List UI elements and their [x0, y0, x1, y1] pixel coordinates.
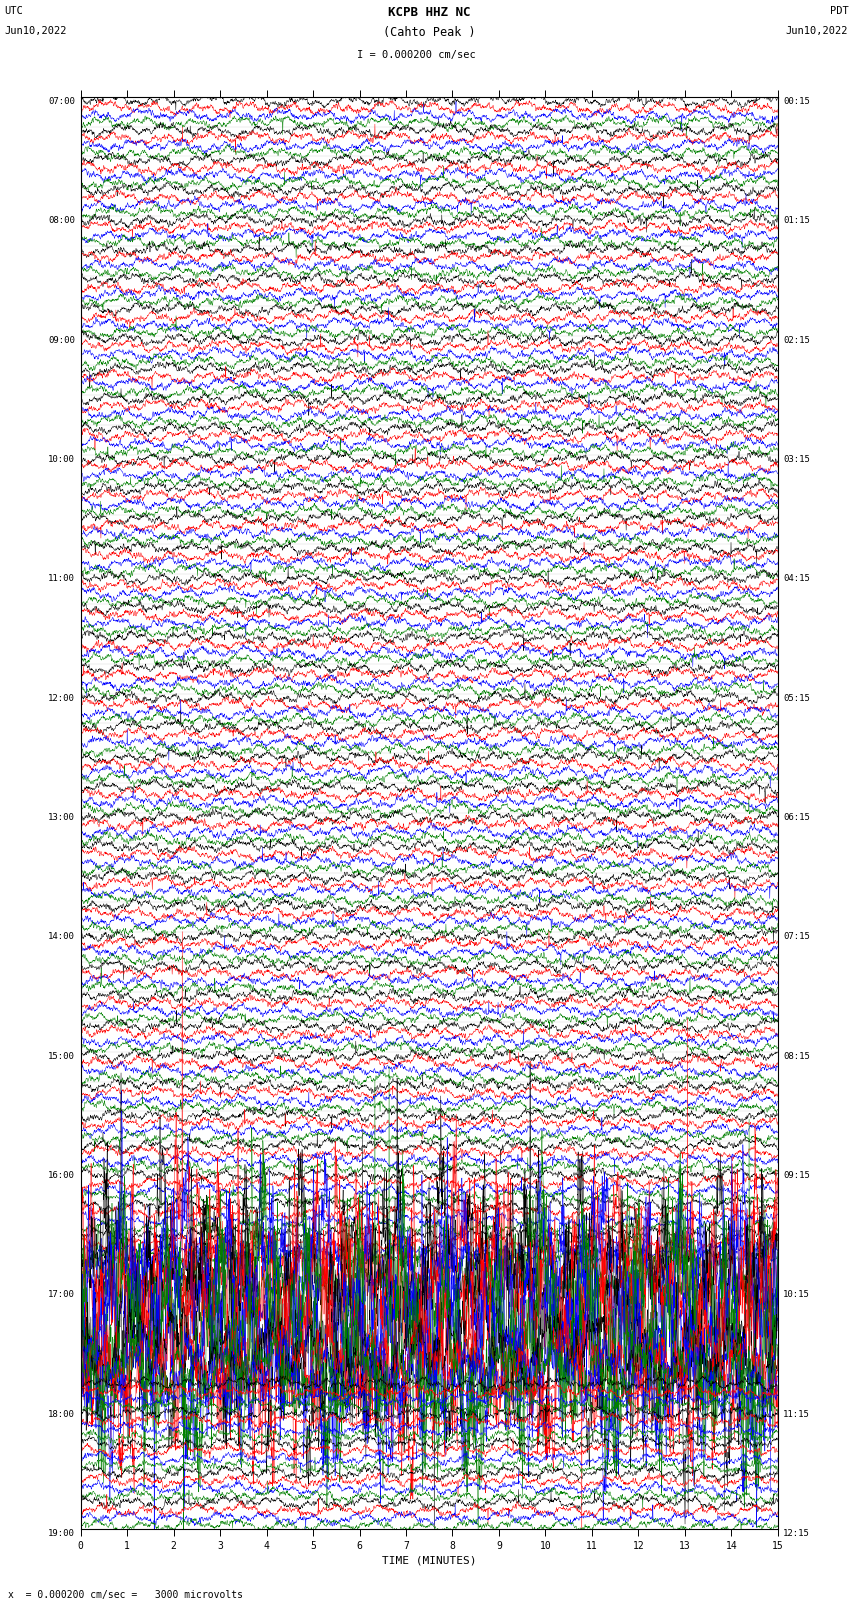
Text: 16:00: 16:00	[48, 1171, 75, 1181]
Text: PDT: PDT	[830, 6, 848, 16]
Text: 04:15: 04:15	[784, 574, 810, 584]
Text: x  = 0.000200 cm/sec =   3000 microvolts: x = 0.000200 cm/sec = 3000 microvolts	[8, 1590, 243, 1600]
Text: 12:15: 12:15	[784, 1529, 810, 1539]
Text: 09:00: 09:00	[48, 336, 75, 345]
Text: 03:15: 03:15	[784, 455, 810, 465]
Text: UTC: UTC	[4, 6, 23, 16]
Text: 19:00: 19:00	[48, 1529, 75, 1539]
Text: 07:15: 07:15	[784, 932, 810, 942]
Text: 08:00: 08:00	[48, 216, 75, 226]
Text: 00:15: 00:15	[784, 97, 810, 106]
Text: 12:00: 12:00	[48, 694, 75, 703]
Text: 14:00: 14:00	[48, 932, 75, 942]
Text: 05:15: 05:15	[784, 694, 810, 703]
X-axis label: TIME (MINUTES): TIME (MINUTES)	[382, 1555, 477, 1565]
Text: 10:00: 10:00	[48, 455, 75, 465]
Text: 11:00: 11:00	[48, 574, 75, 584]
Text: (Cahto Peak ): (Cahto Peak )	[383, 26, 475, 39]
Text: 09:15: 09:15	[784, 1171, 810, 1181]
Text: Jun10,2022: Jun10,2022	[785, 26, 848, 35]
Text: 07:00: 07:00	[48, 97, 75, 106]
Text: 02:15: 02:15	[784, 336, 810, 345]
Text: 06:15: 06:15	[784, 813, 810, 823]
Text: KCPB HHZ NC: KCPB HHZ NC	[388, 6, 471, 19]
Text: 13:00: 13:00	[48, 813, 75, 823]
Text: Jun10,2022: Jun10,2022	[4, 26, 67, 35]
Text: 11:15: 11:15	[784, 1410, 810, 1419]
Text: I = 0.000200 cm/sec: I = 0.000200 cm/sec	[357, 50, 476, 60]
Text: 15:00: 15:00	[48, 1052, 75, 1061]
Text: 17:00: 17:00	[48, 1290, 75, 1300]
Text: 18:00: 18:00	[48, 1410, 75, 1419]
Text: 08:15: 08:15	[784, 1052, 810, 1061]
Text: 01:15: 01:15	[784, 216, 810, 226]
Text: 10:15: 10:15	[784, 1290, 810, 1300]
